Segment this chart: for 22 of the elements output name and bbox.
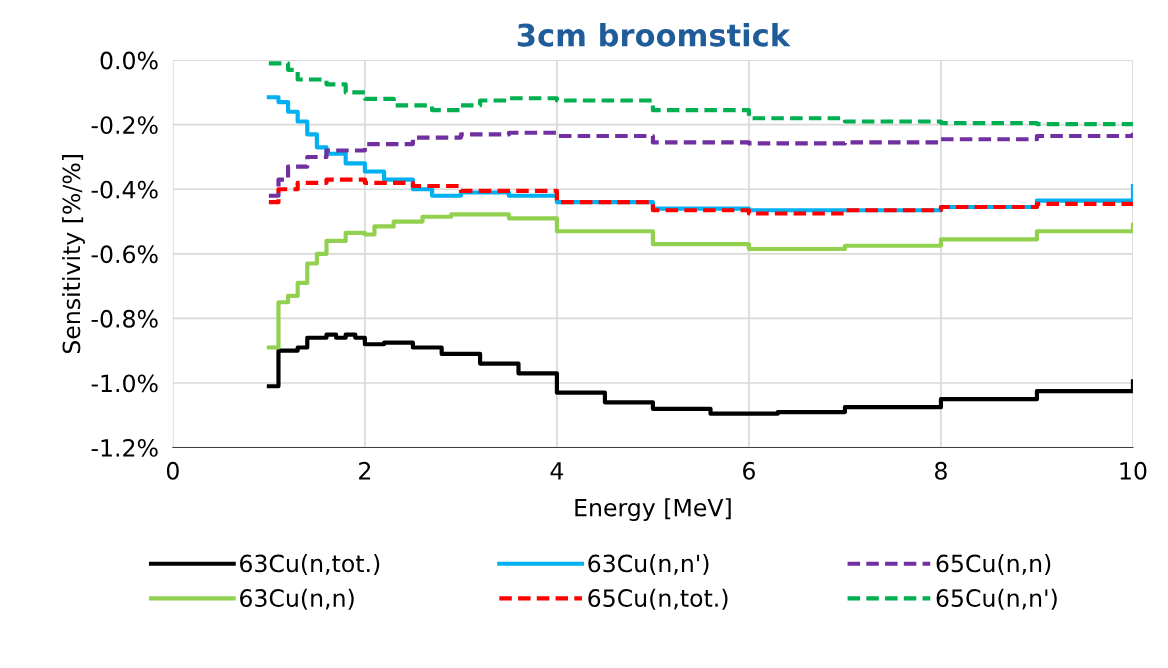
y-tick-label: -0.6% [91,245,158,264]
chart-title: 3cm broomstick [517,23,791,47]
x-tick-label: 4 [550,462,564,480]
legend-label: 65Cu(n,tot.) [588,588,728,610]
x-tick-label: 8 [935,461,947,480]
legend-label: 63Cu(n,n') [588,554,709,576]
legend-label: 63Cu(n,n) [240,588,354,610]
legend-label: 65Cu(n,n) [936,554,1051,576]
y-tick-label: -1.0% [91,374,158,393]
x-tick-label: 0 [166,461,179,480]
y-tick-label: -1.2% [91,439,158,457]
x-axis-title: Energy [MeV] [575,498,731,522]
y-axis-title: Sensitivity [%/%] [62,155,85,354]
y-tick-label: 0.0% [100,51,158,70]
y-tick-label: -0.2% [91,116,158,134]
x-tick-label: 6 [743,461,755,480]
legend-label: 65Cu(n,n') [936,588,1057,610]
y-tick-label: -0.8% [91,309,158,328]
y-tick-label: -0.4% [91,180,158,199]
legend-label: 63Cu(n,tot.) [240,554,380,576]
x-tick-label: 2 [359,461,371,480]
x-tick-label: 10 [1120,461,1147,480]
